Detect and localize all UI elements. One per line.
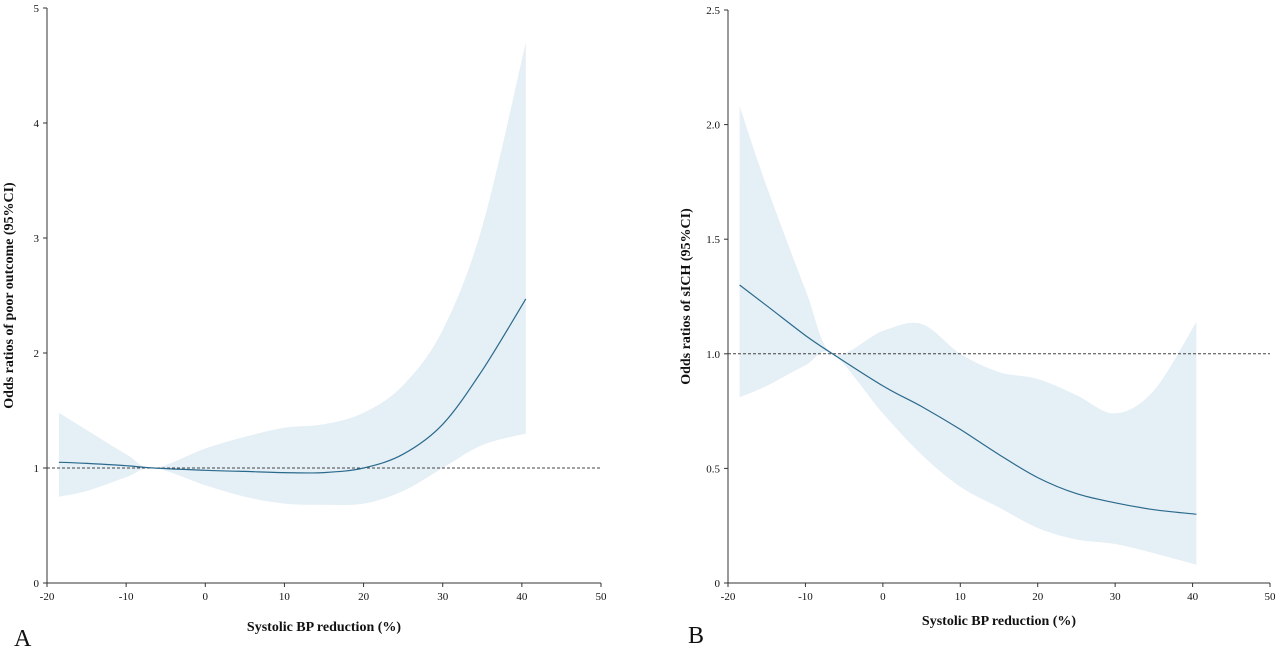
y-tick-label: 1 [34, 463, 40, 475]
confidence-band [58, 42, 526, 506]
x-tick-label: 40 [1187, 591, 1199, 603]
x-axis-title: Systolic BP reduction (%) [922, 614, 1076, 629]
x-tick-label: 50 [596, 591, 608, 603]
y-tick-label: 0.5 [706, 463, 720, 475]
x-tick-label: 0 [880, 591, 886, 603]
x-tick-label: 30 [437, 591, 449, 603]
x-tick-label: -20 [721, 591, 736, 603]
panel-b: -20 -10 0 10 20 30 40 50 0 0.5 1.0 1.5 2.0 2.5 Systoli… [679, 5, 1276, 647]
y-tick-label: 3 [34, 233, 40, 245]
y-tick-label: 1.0 [706, 349, 720, 361]
x-axis-title: Systolic BP reduction (%) [247, 620, 401, 635]
x-tick-label: -10 [798, 591, 813, 603]
estimate-line [58, 298, 527, 474]
y-axis-title: Odds ratios of sICH (95%CI) [679, 208, 694, 385]
x-tick-label: -10 [119, 591, 134, 603]
y-tick-label: 2.0 [706, 120, 720, 132]
x-tick-label: 50 [1265, 591, 1277, 603]
x-tick-label: 40 [516, 591, 528, 603]
x-tick-label: 10 [955, 591, 967, 603]
y-tick-label: 4 [34, 118, 40, 130]
y-tick-label: 0 [715, 578, 721, 590]
x-tick-label: 0 [203, 591, 209, 603]
estimate-line [739, 284, 1197, 515]
y-tick-label: 0 [34, 578, 40, 590]
confidence-band [739, 106, 1197, 565]
x-tick-label: -20 [40, 591, 55, 603]
y-tick-label: 2 [34, 348, 40, 360]
y-tick-label: 1.5 [706, 234, 720, 246]
panel-a: -20 -10 0 10 20 30 40 50 0 1 2 3 4 5 Systolic BP reduc… [2, 3, 607, 647]
y-tick-label: 5 [34, 3, 40, 15]
y-tick-label: 2.5 [706, 5, 720, 17]
x-tick-label: 30 [1110, 591, 1122, 603]
y-axis-title: Odds ratios of poor outcome (95%CI) [2, 182, 17, 409]
x-tick-label: 10 [279, 591, 291, 603]
panel-label: A [14, 626, 32, 647]
x-tick-label: 20 [358, 591, 370, 603]
x-tick-label: 20 [1032, 591, 1044, 603]
panel-label: B [688, 623, 704, 647]
